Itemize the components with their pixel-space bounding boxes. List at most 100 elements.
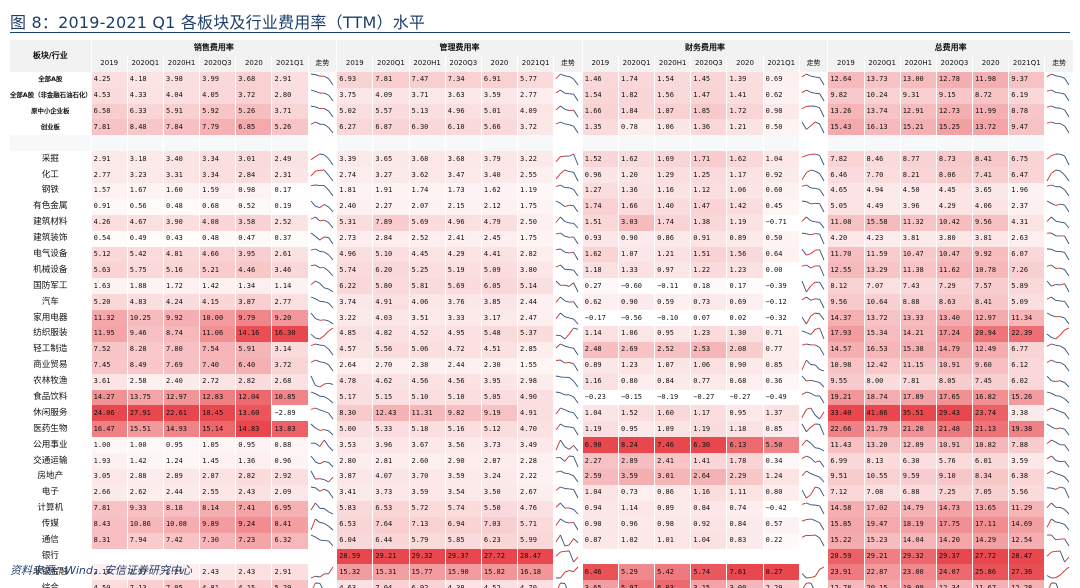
value-cell: 15.77 (409, 564, 446, 581)
trend-sparkline (308, 373, 338, 390)
sparkline-segment (573, 78, 579, 86)
sparkline-segment (806, 343, 811, 346)
sparkline-segment (818, 123, 825, 134)
sparkline-segment (564, 251, 570, 254)
sparkline-segment (327, 430, 333, 436)
sparkline-segment (1051, 248, 1057, 252)
sparkline-segment (323, 410, 329, 414)
trend-sparkline (799, 500, 829, 517)
value-cell: 0.00 (763, 262, 800, 279)
sparkline-segment (560, 571, 566, 579)
sparkline-segment (1056, 427, 1061, 430)
row-label: 综合 (10, 580, 92, 588)
value-cell: 0.47 (235, 230, 273, 247)
sparkline-segment (573, 318, 579, 324)
sparkline-segment (573, 566, 579, 572)
table-row: 房地产 3.05 2.88 2.89 2.87 2.82 2.92 3.87 4.07 3.70 3… (10, 469, 1074, 485)
sparkline-segment (310, 359, 316, 364)
sparkline-segment (1060, 395, 1066, 400)
value-cell: 1.36 (235, 453, 273, 470)
sparkline-segment (569, 170, 574, 173)
value-cell: −0.27 (690, 389, 728, 406)
sparkline-svg (556, 471, 579, 483)
sparkline-segment (573, 476, 579, 483)
table-row: 有色金属 0.91 0.56 0.48 0.68 0.52 0.19 2.40 2.27 2.07… (10, 198, 1074, 215)
sparkline-svg (801, 89, 825, 102)
sparkline-segment (818, 249, 825, 261)
value-cell: 3.71 (271, 103, 309, 120)
value-cell: 3.54 (445, 484, 482, 501)
value-cell: 1.62 (581, 246, 619, 263)
value-cell: 12.91 (900, 103, 937, 120)
sparkline-segment (814, 414, 820, 420)
value-cell: 0.64 (763, 246, 800, 263)
sparkline-segment (1047, 280, 1053, 287)
sparkline-segment (555, 518, 561, 526)
sparkline-segment (327, 445, 333, 452)
value-cell: 1.42 (199, 278, 237, 295)
sparkline-segment (1060, 474, 1066, 478)
sparkline-svg (801, 296, 825, 308)
sparkline-segment (810, 233, 816, 236)
table-row: 原中小企业板 6.58 6.33 5.91 5.92 5.26 3.71 5.02 5.57 5.… (10, 103, 1074, 120)
value-cell: 5.99 (517, 532, 555, 549)
value-cell: 0.45 (763, 198, 800, 215)
sparkline-segment (1055, 335, 1061, 340)
value-cell: 5.15 (372, 389, 410, 406)
value-cell: 1.67 (127, 183, 164, 199)
value-cell: 3.23 (127, 167, 164, 184)
value-cell: 6.53 (336, 516, 374, 533)
value-cell: 5.83 (336, 500, 374, 517)
sparkline-segment (1060, 460, 1066, 462)
value-cell: 9.79 (235, 310, 273, 327)
value-cell: 1.38 (690, 214, 728, 231)
sparkline-segment (323, 331, 329, 337)
value-cell: 7.88 (1008, 437, 1046, 454)
value-cell: 8.63 (936, 294, 974, 311)
sparkline-segment (801, 316, 807, 324)
value-cell: −0.17 (581, 310, 619, 327)
sparkline-segment (1051, 550, 1057, 553)
value-cell (618, 548, 656, 565)
value-cell: 21.13 (972, 421, 1010, 438)
value-cell: 14.16 (235, 326, 273, 342)
value-cell: 11.32 (900, 214, 937, 231)
sparkline-svg (310, 248, 333, 261)
sparkline-svg (310, 423, 333, 436)
value-cell: 12.97 (163, 389, 201, 406)
trend-sparkline (553, 421, 583, 438)
sparkline-segment (310, 264, 316, 266)
sparkline-segment (569, 538, 575, 546)
value-cell: 9.31 (900, 87, 937, 104)
value-cell: 5.85 (445, 532, 482, 549)
value-cell: 1.16 (581, 373, 619, 390)
value-cell: 5.16 (163, 262, 201, 279)
value-cell: 0.22 (763, 532, 800, 549)
sparkline-segment (560, 248, 566, 253)
sparkline-svg (801, 153, 825, 165)
sparkline-segment (573, 171, 579, 181)
table-row: 食品饮料 14.27 13.75 12.97 12.83 12.04 10.85 5.17 5.… (10, 389, 1074, 406)
row-label: 公用事业 (10, 437, 92, 454)
sparkline-segment (1064, 477, 1070, 483)
value-cell: 10.42 (936, 214, 974, 231)
sparkline-svg (310, 280, 333, 293)
value-cell: 1.74 (654, 214, 692, 231)
sparkline-segment (1047, 155, 1053, 160)
row-label: 有色金属 (10, 198, 92, 215)
sparkline-segment (555, 407, 561, 415)
sparkline-segment (805, 285, 811, 293)
value-cell: 0.48 (163, 198, 201, 215)
sparkline-segment (569, 377, 575, 382)
value-cell: 0.17 (271, 183, 309, 199)
value-cell: 19.99 (900, 580, 937, 588)
trend-sparkline (799, 532, 829, 549)
sparkline-segment (1051, 502, 1057, 508)
sparkline-segment (1047, 264, 1052, 267)
sparkline-segment (1060, 427, 1066, 430)
sparkline-svg (1047, 200, 1070, 213)
sparkline-svg (801, 518, 825, 531)
sparkline-segment (555, 73, 561, 80)
value-cell: 7.84 (163, 119, 201, 136)
sparkline-segment (323, 123, 329, 128)
